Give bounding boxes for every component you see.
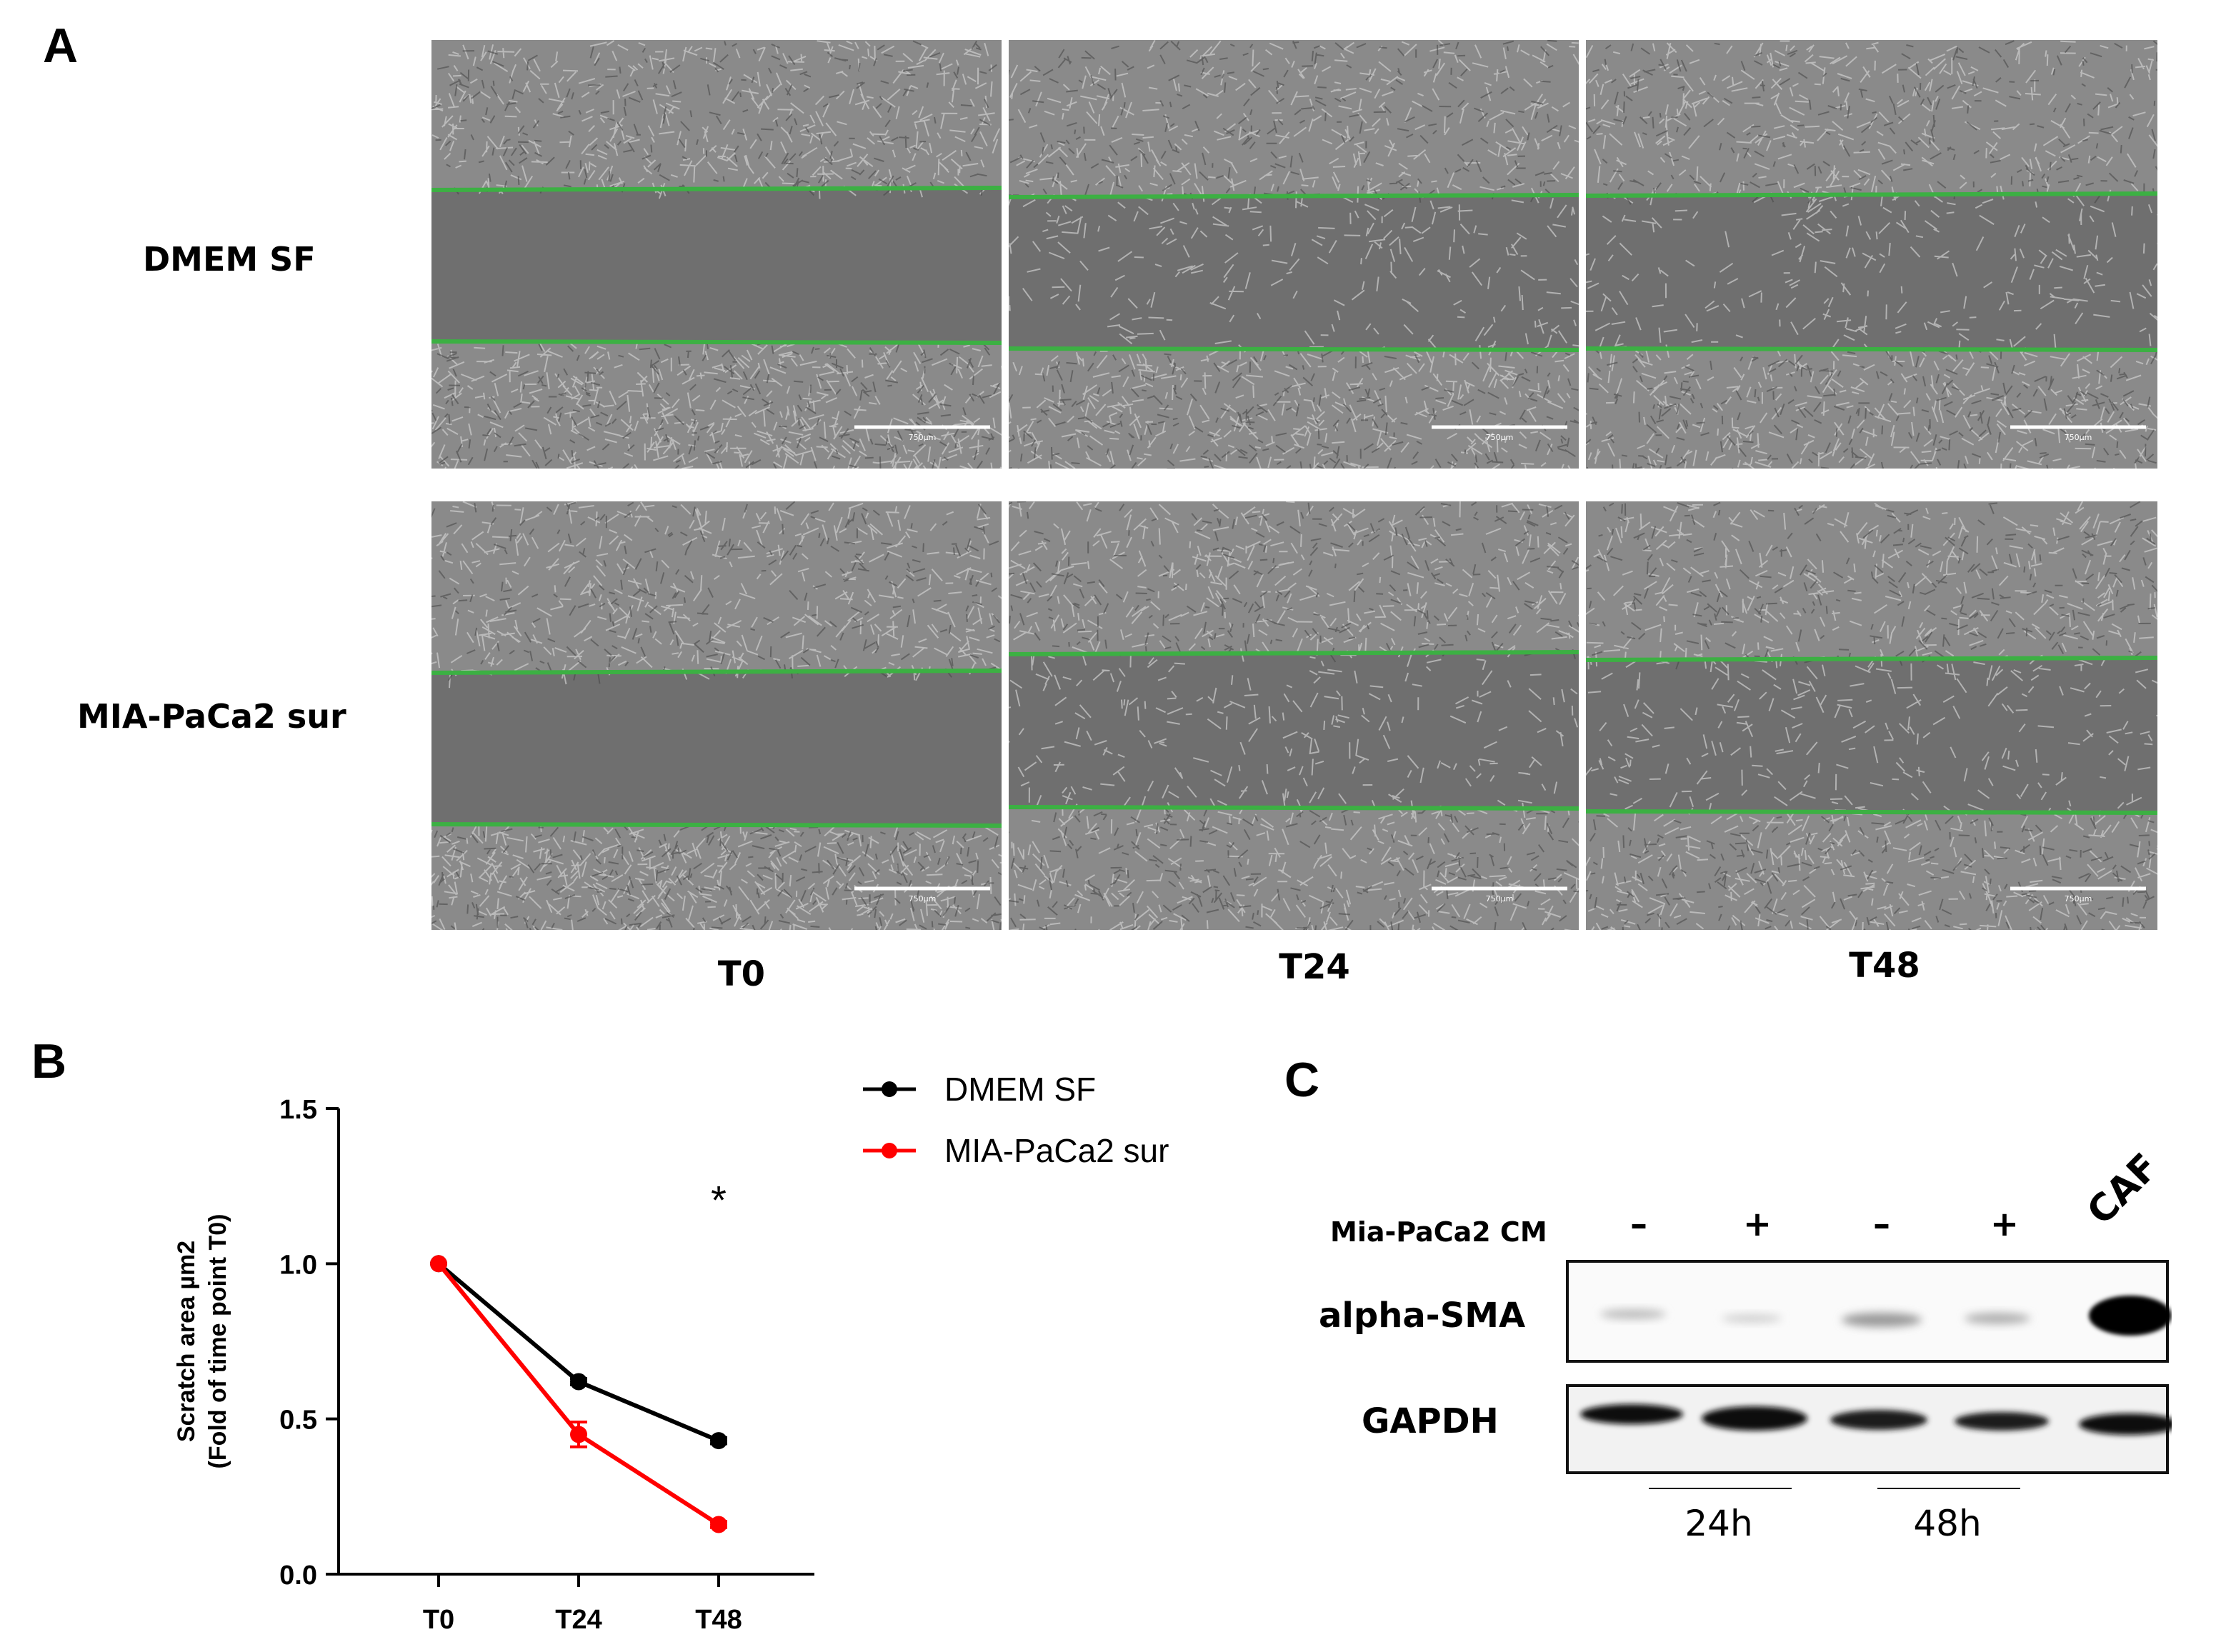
wound-edge-line [1009, 805, 1579, 811]
alpha-sma-band-3 [1842, 1313, 1922, 1327]
column-label-t24: T24 [1279, 947, 1350, 987]
scale-bar-label: 750µm [909, 894, 937, 903]
scale-bar-label: 750µm [2065, 433, 2092, 442]
legend-label-dmem: DMEM SF [944, 1071, 1097, 1108]
y-tick-label: 1.5 [279, 1095, 317, 1125]
time-group-bars [1649, 1488, 2020, 1489]
scale-bar-label: 750µm [1486, 894, 1514, 903]
column-label-t0: T0 [717, 954, 766, 994]
alpha-sma-blot-frame [1566, 1260, 2169, 1363]
scale-bar-label: 750µm [1486, 433, 1514, 442]
micrograph-dmem-t0: 750µm [431, 40, 1002, 469]
protein-label-alpha-sma: alpha-SMA [1319, 1296, 1526, 1336]
micrograph-mia-t48: 750µm [1586, 501, 2157, 930]
legend-label-mia: MIA-PaCa2 sur [944, 1132, 1169, 1169]
scale-bar-label: 750µm [909, 433, 937, 442]
alpha-sma-band-4 [1965, 1313, 2030, 1324]
time-label-48h: 48h [1913, 1503, 1982, 1544]
panel-c-letter: C [1284, 1053, 1320, 1107]
x-tick-label: T0 [423, 1605, 454, 1635]
gapdh-band-4 [1955, 1412, 2049, 1431]
lane-sign-2: + [1742, 1204, 1772, 1244]
y-axis-label: Scratch area µm2 [173, 1241, 200, 1442]
wound-edge-line [1586, 191, 2157, 198]
time-label-24h: 24h [1685, 1503, 1753, 1544]
wound-edge-line [1586, 346, 2157, 352]
panel-a-letter: A [43, 19, 79, 73]
legend-swatch-mia [863, 1143, 916, 1158]
alpha-sma-band-1 [1600, 1309, 1666, 1319]
micrograph-mia-t24: 750µm [1009, 501, 1579, 930]
lane-sign-4: + [1990, 1204, 2020, 1244]
gapdh-band-3 [1830, 1410, 1927, 1430]
lane-sign-3: – [1873, 1204, 1890, 1244]
alpha-sma-band-2 [1722, 1314, 1782, 1323]
micrograph-dmem-t24: 750µm [1009, 40, 1579, 469]
caf-label: CAF [2079, 1145, 2167, 1233]
data-point-1-0 [430, 1255, 447, 1273]
row-label-mia-paca2-sur: MIA-PaCa2 sur [77, 697, 346, 736]
column-label-t48: T48 [1849, 946, 1920, 986]
micrograph-dmem-t48: 750µm [1586, 40, 2157, 469]
legend-swatch-dmem [863, 1081, 916, 1097]
alpha-sma-band-caf [2089, 1296, 2172, 1336]
row-label-dmem-sf: DMEM SF [143, 240, 316, 279]
wound-edge-line [431, 186, 1002, 192]
protein-label-gapdh: GAPDH [1362, 1401, 1499, 1441]
wound-edge-line [1009, 650, 1579, 656]
micrograph-mia-t0: 750µm [431, 501, 1002, 930]
lane-sign-1: – [1630, 1204, 1647, 1244]
wound-edge-line [1586, 656, 2157, 662]
data-point-1-1 [570, 1426, 587, 1443]
y-tick-label: 0.0 [279, 1561, 317, 1591]
data-point-1-2 [710, 1516, 727, 1533]
western-blot [1566, 1260, 2172, 1474]
gapdh-band-1 [1580, 1404, 1683, 1424]
series-line-0 [437, 1262, 720, 1443]
significance-marker: * [711, 1178, 727, 1223]
gapdh-band-2 [1702, 1406, 1807, 1431]
data-point-0-2 [710, 1432, 727, 1450]
wound-edge-line [431, 339, 1002, 345]
wound-edge-line [1009, 346, 1579, 352]
line-chart: 0.0 0.5 1.0 1.5 T0 T24 T48 Scratch area µm2 (Fol… [173, 1095, 814, 1635]
panel-b-letter: B [31, 1034, 67, 1088]
data-point-0-1 [570, 1373, 587, 1391]
scale-bar-label: 750µm [2065, 894, 2092, 903]
y-tick-label: 1.0 [279, 1250, 317, 1280]
wound-edge-line [431, 669, 1002, 675]
y-axis-label-2: (Fold of time point T0) [204, 1214, 231, 1469]
wound-edge-line [1586, 809, 2157, 815]
series-line-1 [436, 1262, 720, 1527]
wound-edge-line [431, 822, 1002, 828]
y-tick-label: 0.5 [279, 1406, 317, 1436]
wound-edge-line [1009, 193, 1579, 199]
x-tick-label: T24 [555, 1605, 602, 1635]
gapdh-band-caf [2079, 1413, 2172, 1435]
condition-label: Mia-PaCa2 CM [1330, 1216, 1547, 1248]
x-tick-label: T48 [695, 1605, 742, 1635]
